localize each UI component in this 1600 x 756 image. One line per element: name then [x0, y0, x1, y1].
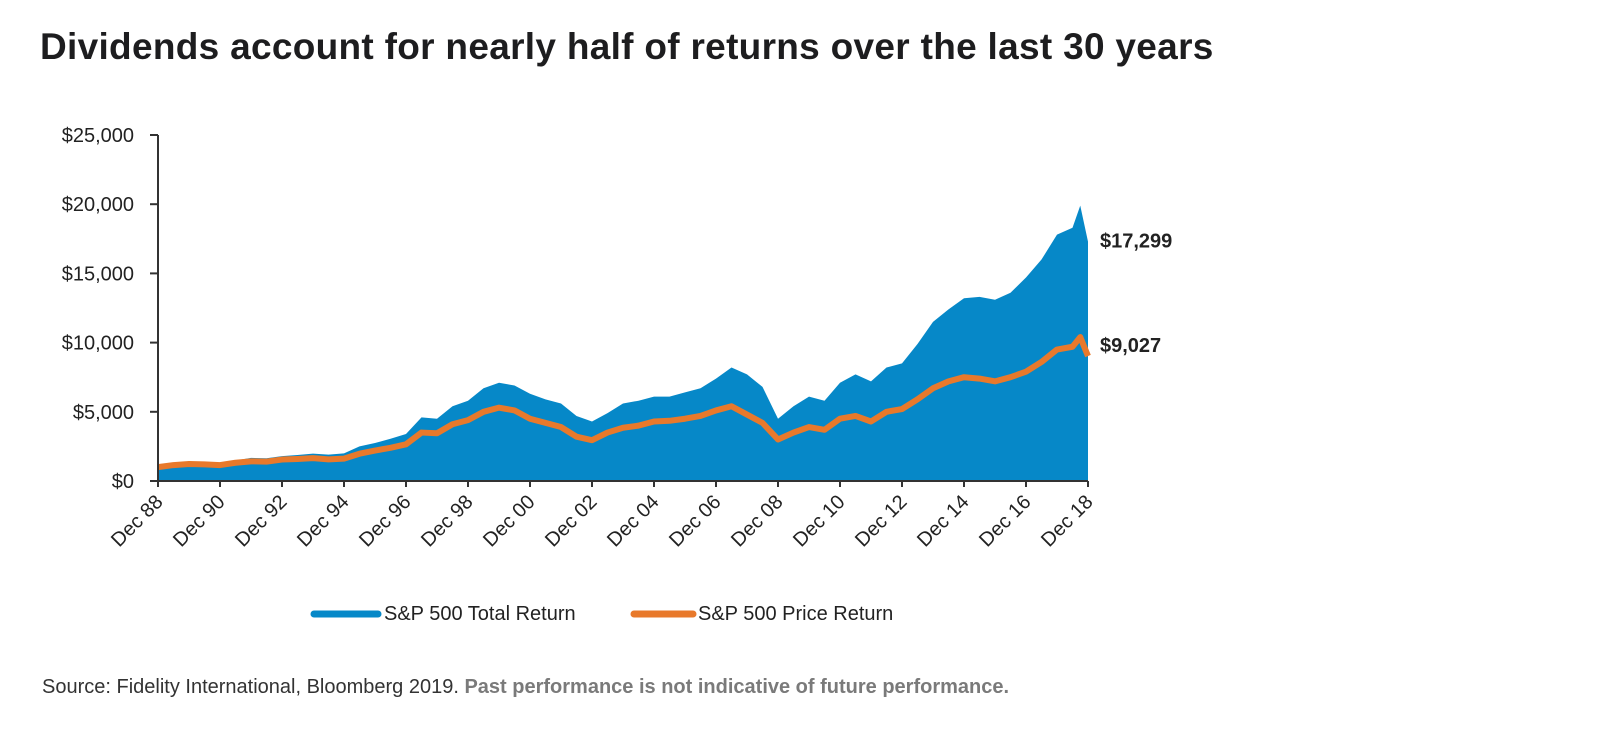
total-return-area	[158, 205, 1088, 482]
price-return-end-label: $9,027	[1100, 335, 1161, 357]
x-tick-label: Dec 98	[417, 491, 477, 551]
y-tick-label: $5,000	[73, 402, 134, 424]
source-note: Source: Fidelity International, Bloomber…	[42, 676, 1009, 699]
x-tick-label: Dec 08	[727, 491, 787, 551]
x-tick-label: Dec 06	[665, 491, 725, 551]
x-tick-label: Dec 02	[541, 491, 601, 551]
x-tick-label: Dec 94	[293, 491, 353, 551]
total-return-end-label: $17,299	[1100, 231, 1172, 253]
y-tick-label: $25,000	[62, 125, 134, 147]
x-tick-label: Dec 12	[851, 491, 911, 551]
y-tick-label: $15,000	[62, 263, 134, 285]
source-text: Source: Fidelity International, Bloomber…	[42, 676, 459, 698]
y-tick-label: $0	[112, 471, 134, 493]
chart-title: Dividends account for nearly half of ret…	[40, 26, 1214, 67]
x-tick-label: Dec 00	[479, 491, 539, 551]
x-tick-label: Dec 90	[169, 491, 229, 551]
x-tick-label: Dec 04	[603, 491, 663, 551]
y-tick-label: $20,000	[62, 194, 134, 216]
legend-label-price-return: S&P 500 Price Return	[698, 603, 893, 625]
x-tick-label: Dec 88	[107, 491, 167, 551]
x-tick-label: Dec 92	[231, 491, 291, 551]
x-tick-label: Dec 14	[913, 491, 973, 551]
y-tick-label: $10,000	[62, 333, 134, 355]
disclaimer-text: Past performance is not indicative of fu…	[464, 676, 1010, 698]
x-tick-label: Dec 16	[975, 491, 1035, 551]
legend-label-total-return: S&P 500 Total Return	[384, 603, 576, 625]
x-tick-label: Dec 10	[789, 491, 849, 551]
price-return-line	[157, 334, 1091, 471]
x-tick-label: Dec 18	[1037, 491, 1097, 551]
x-tick-label: Dec 96	[355, 491, 415, 551]
